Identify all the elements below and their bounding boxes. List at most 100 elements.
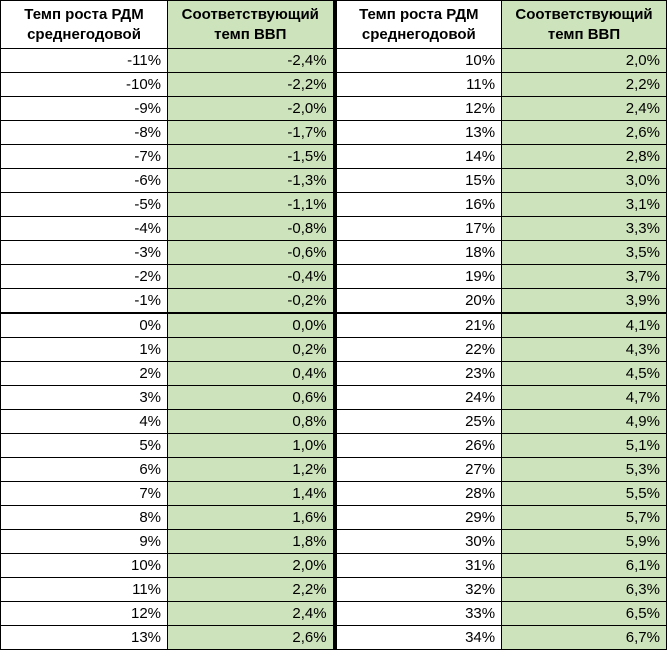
rdm-growth-right-cell: 30% bbox=[332, 529, 503, 554]
gdp-rate-right-cell: 2,8% bbox=[501, 144, 667, 169]
rdm-growth-right-cell: 18% bbox=[332, 240, 503, 265]
rdm-growth-left-cell: -2% bbox=[0, 264, 169, 289]
table-row: 5% 1,0% 26% 5,1% bbox=[0, 433, 667, 458]
gdp-rate-left-cell: 0,6% bbox=[167, 385, 336, 410]
rdm-growth-left-cell: -3% bbox=[0, 240, 169, 265]
table-row: 4% 0,8% 25% 4,9% bbox=[0, 409, 667, 434]
table-row: -4% -0,8% 17% 3,3% bbox=[0, 216, 667, 241]
rdm-growth-left-cell: -7% bbox=[0, 144, 169, 169]
gdp-rate-left-cell: 1,2% bbox=[167, 457, 336, 482]
rdm-growth-left-cell: 1% bbox=[0, 337, 169, 362]
rdm-growth-right-cell: 20% bbox=[332, 288, 503, 314]
header-rdm-growth-right: Темп роста РДМ среднегодовой bbox=[332, 0, 503, 49]
gdp-rate-left-cell: 1,4% bbox=[167, 481, 336, 506]
gdp-rate-right-cell: 6,1% bbox=[501, 553, 667, 578]
gdp-rate-left-cell: 0,2% bbox=[167, 337, 336, 362]
table-row: 3% 0,6% 24% 4,7% bbox=[0, 385, 667, 410]
rdm-growth-right-cell: 23% bbox=[332, 361, 503, 386]
gdp-rate-right-cell: 5,7% bbox=[501, 505, 667, 530]
rdm-growth-left-cell: 2% bbox=[0, 361, 169, 386]
rdm-growth-right-cell: 11% bbox=[332, 72, 503, 97]
gdp-rate-left-cell: -0,6% bbox=[167, 240, 336, 265]
rdm-growth-left-cell: 12% bbox=[0, 601, 169, 626]
gdp-rate-left-cell: -0,8% bbox=[167, 216, 336, 241]
table-row: 0% 0,0% 21% 4,1% bbox=[0, 312, 667, 338]
gdp-rate-right-cell: 5,5% bbox=[501, 481, 667, 506]
gdp-rate-left-cell: -1,7% bbox=[167, 120, 336, 145]
table-row: -8% -1,7% 13% 2,6% bbox=[0, 120, 667, 145]
table-row: 12% 2,4% 33% 6,5% bbox=[0, 601, 667, 626]
rdm-growth-left-cell: 7% bbox=[0, 481, 169, 506]
gdp-rate-left-cell: 0,4% bbox=[167, 361, 336, 386]
rdm-growth-left-cell: -9% bbox=[0, 96, 169, 121]
rdm-growth-right-cell: 17% bbox=[332, 216, 503, 241]
table-row: -9% -2,0% 12% 2,4% bbox=[0, 96, 667, 121]
gdp-rate-left-cell: 1,8% bbox=[167, 529, 336, 554]
rdm-growth-left-cell: -11% bbox=[0, 48, 169, 73]
table-row: -10% -2,2% 11% 2,2% bbox=[0, 72, 667, 97]
gdp-rate-right-cell: 3,1% bbox=[501, 192, 667, 217]
table-row: 8% 1,6% 29% 5,7% bbox=[0, 505, 667, 530]
gdp-rate-right-cell: 6,5% bbox=[501, 601, 667, 626]
table-row: 6% 1,2% 27% 5,3% bbox=[0, 457, 667, 482]
rdm-growth-right-cell: 33% bbox=[332, 601, 503, 626]
gdp-rate-right-cell: 3,5% bbox=[501, 240, 667, 265]
rdm-growth-left-cell: 13% bbox=[0, 625, 169, 650]
rdm-growth-left-cell: 5% bbox=[0, 433, 169, 458]
rdm-growth-left-cell: 11% bbox=[0, 577, 169, 602]
rdm-growth-right-cell: 34% bbox=[332, 625, 503, 650]
table-row: -6% -1,3% 15% 3,0% bbox=[0, 168, 667, 193]
gdp-rate-left-cell: 2,0% bbox=[167, 553, 336, 578]
gdp-rate-left-cell: 2,4% bbox=[167, 601, 336, 626]
table-row: 7% 1,4% 28% 5,5% bbox=[0, 481, 667, 506]
gdp-rate-right-cell: 3,3% bbox=[501, 216, 667, 241]
rdm-growth-left-cell: -6% bbox=[0, 168, 169, 193]
gdp-rate-right-cell: 3,9% bbox=[501, 288, 667, 314]
table-row: 9% 1,8% 30% 5,9% bbox=[0, 529, 667, 554]
table-row: -5% -1,1% 16% 3,1% bbox=[0, 192, 667, 217]
rdm-growth-left-cell: 4% bbox=[0, 409, 169, 434]
gdp-rate-right-cell: 4,9% bbox=[501, 409, 667, 434]
header-rdm-growth-left: Темп роста РДМ среднегодовой bbox=[0, 0, 169, 49]
gdp-rate-right-cell: 6,7% bbox=[501, 625, 667, 650]
rdm-growth-right-cell: 26% bbox=[332, 433, 503, 458]
rdm-growth-left-cell: 6% bbox=[0, 457, 169, 482]
gdp-rate-left-cell: 2,6% bbox=[167, 625, 336, 650]
table-row: 10% 2,0% 31% 6,1% bbox=[0, 553, 667, 578]
gdp-rate-left-cell: 0,0% bbox=[167, 312, 336, 338]
rdm-growth-right-cell: 13% bbox=[332, 120, 503, 145]
gdp-rate-right-cell: 4,3% bbox=[501, 337, 667, 362]
rdm-growth-right-cell: 28% bbox=[332, 481, 503, 506]
gdp-rate-left-cell: 1,0% bbox=[167, 433, 336, 458]
gdp-rate-left-cell: -1,1% bbox=[167, 192, 336, 217]
table-row: -11% -2,4% 10% 2,0% bbox=[0, 48, 667, 73]
rdm-growth-left-cell: 10% bbox=[0, 553, 169, 578]
gdp-rate-left-cell: 2,2% bbox=[167, 577, 336, 602]
table-row: -7% -1,5% 14% 2,8% bbox=[0, 144, 667, 169]
header-gdp-rate-right: Соответствующий темп ВВП bbox=[501, 0, 667, 49]
rdm-growth-right-cell: 24% bbox=[332, 385, 503, 410]
gdp-rate-left-cell: -1,3% bbox=[167, 168, 336, 193]
table-row: 13% 2,6% 34% 6,7% bbox=[0, 625, 667, 650]
table-row: 1% 0,2% 22% 4,3% bbox=[0, 337, 667, 362]
gdp-rate-left-cell: -0,2% bbox=[167, 288, 336, 314]
gdp-rate-right-cell: 2,6% bbox=[501, 120, 667, 145]
rdm-growth-left-cell: -10% bbox=[0, 72, 169, 97]
rdm-growth-left-cell: 0% bbox=[0, 312, 169, 338]
table-row: -1% -0,2% 20% 3,9% bbox=[0, 288, 667, 314]
gdp-rate-left-cell: -2,2% bbox=[167, 72, 336, 97]
gdp-rate-left-cell: -0,4% bbox=[167, 264, 336, 289]
rdm-growth-right-cell: 32% bbox=[332, 577, 503, 602]
rdm-growth-left-cell: -8% bbox=[0, 120, 169, 145]
gdp-rate-left-cell: -2,0% bbox=[167, 96, 336, 121]
rdm-growth-right-cell: 21% bbox=[332, 312, 503, 338]
rdm-growth-right-cell: 31% bbox=[332, 553, 503, 578]
rdm-growth-right-cell: 27% bbox=[332, 457, 503, 482]
rdm-growth-right-cell: 15% bbox=[332, 168, 503, 193]
gdp-rate-right-cell: 5,9% bbox=[501, 529, 667, 554]
gdp-rate-right-cell: 5,1% bbox=[501, 433, 667, 458]
gdp-rate-left-cell: -1,5% bbox=[167, 144, 336, 169]
gdp-rate-left-cell: 0,8% bbox=[167, 409, 336, 434]
gdp-rate-right-cell: 4,1% bbox=[501, 312, 667, 338]
